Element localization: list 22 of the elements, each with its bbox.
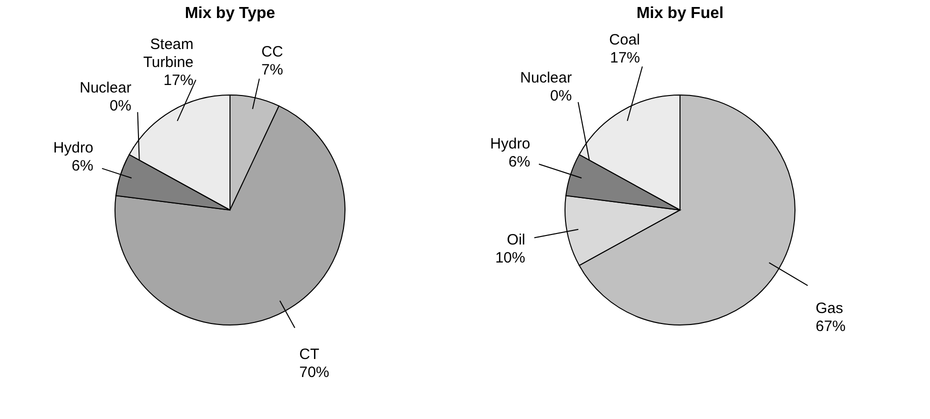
slice-label: Steam Turbine	[143, 36, 194, 71]
text: 0%	[550, 87, 572, 104]
slice-label: Coal	[609, 32, 640, 49]
chart-title: Mix by Type	[184, 5, 276, 22]
slice-label: CC	[261, 44, 284, 61]
data-label: 6%	[72, 158, 94, 175]
data-label: 6%	[508, 153, 530, 170]
slice-label: Oil	[506, 232, 526, 249]
data-label: 7%	[261, 62, 284, 79]
data-label: 70%	[299, 364, 330, 381]
data-label: 17%	[163, 72, 194, 89]
slice-label: Hydro	[490, 135, 530, 152]
category-label: Nuclear	[80, 79, 132, 96]
slice-label: CT	[299, 346, 320, 363]
data-label: 67%	[816, 318, 846, 336]
text: 0%	[110, 97, 132, 114]
slice-label: Gas	[816, 300, 844, 318]
chart-title: Mix by Fuel	[636, 5, 724, 22]
data-label: 10%	[495, 250, 526, 267]
slice-label: Hydro	[53, 140, 94, 157]
data-label: 17%	[610, 50, 640, 67]
category-label: Nuclear	[520, 69, 572, 86]
